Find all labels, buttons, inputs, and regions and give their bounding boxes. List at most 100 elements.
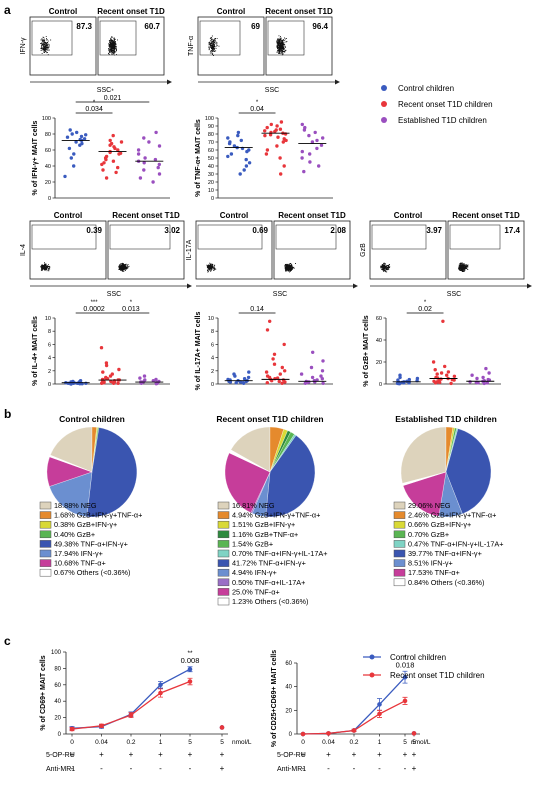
dotplot-point xyxy=(315,378,319,382)
line-point xyxy=(300,731,306,737)
dotplot-y-tick-label: 40 xyxy=(208,164,214,170)
dotplot-point xyxy=(65,135,70,139)
facs-col-title-recent: Recent onset T1D xyxy=(97,7,165,16)
dotplot-y-tick-label: 70 xyxy=(208,140,214,146)
facs-gate xyxy=(31,224,97,250)
pie-legend-swatch xyxy=(393,549,406,558)
dotplot-y-tick-label: 10 xyxy=(208,316,214,322)
panel-label-a: a xyxy=(4,3,11,17)
facs-pct-control: 87.3 xyxy=(76,22,92,31)
facs-events xyxy=(276,35,288,56)
facs-events xyxy=(108,35,118,56)
dotplot-point xyxy=(104,361,109,365)
facs-events xyxy=(208,35,220,56)
dotplot-point xyxy=(270,379,274,383)
facs-col-title-recent: Recent onset T1D xyxy=(265,7,333,16)
dotplot-y-tick-label: 10 xyxy=(45,316,51,322)
facs-pct-recent: 96.4 xyxy=(312,22,328,31)
line-ylabel: % of CD25+CD69+ MAIT cells xyxy=(271,650,278,747)
dotplot-point xyxy=(435,372,439,376)
treatment-row-label-5op: 5-OP-RU xyxy=(46,752,75,759)
pie-legend-swatch xyxy=(217,568,230,577)
facs-gate xyxy=(199,20,241,56)
line-y-tick-label: 0 xyxy=(289,732,293,738)
dotplot-point xyxy=(283,369,287,373)
dotplot-y-tick-label: 80 xyxy=(45,132,51,138)
facs-xlabel: SSC xyxy=(273,291,287,298)
facs-row-5: Control Recent onset T1D GzB 3.97 17.4 SSC xyxy=(360,211,532,298)
dotplot-point xyxy=(232,144,237,148)
facs-gate xyxy=(31,20,73,56)
legend-c: Control children Recent onset T1D childr… xyxy=(363,653,485,680)
dotplot-ylabel: % of GzB+ MAIT cells xyxy=(363,315,370,386)
dotplot-point xyxy=(117,152,121,156)
dotplot-point xyxy=(279,120,284,124)
pie-legend-label: 16.81% NEG xyxy=(232,501,275,510)
facs-pct-recent: 3.02 xyxy=(164,226,180,235)
pie-legend-swatch xyxy=(393,520,406,529)
pie-legend-swatch xyxy=(217,588,230,596)
dotplot-point xyxy=(284,138,288,143)
facs-ssc-arrowhead xyxy=(527,283,532,289)
dotplot-point xyxy=(117,367,121,372)
dotplot-point xyxy=(282,164,286,168)
pie-legend-swatch xyxy=(39,520,52,529)
line-chart-1: 0 20 40 60 80 100 % of CD69+ MAIT cells 0 0.04 0.… xyxy=(40,650,252,773)
dotplot-point xyxy=(157,144,162,148)
dotplot-point xyxy=(481,375,485,380)
dotplot-point xyxy=(310,140,315,144)
facs-col-title-control: Control xyxy=(49,7,77,16)
dotplot-point xyxy=(321,359,325,363)
pie-legend-label: 1.51% GzB+IFN-γ+ xyxy=(232,520,295,529)
line-x-tick-label: 0.2 xyxy=(126,739,135,746)
legend-c-label-recent: Recent onset T1D children xyxy=(390,671,485,680)
dotplot-point xyxy=(247,161,252,165)
dotplot-point xyxy=(116,381,120,385)
dotplot-point xyxy=(154,130,158,135)
treatment-mark: + xyxy=(129,750,134,759)
dotplot-y-tick-label: 20 xyxy=(376,360,382,366)
legend-a-marker-control xyxy=(381,85,387,91)
pie-legend-swatch xyxy=(39,549,52,558)
facs-xlabel: SSC xyxy=(107,291,121,298)
sig-pvalue: 0.0002 xyxy=(83,306,105,313)
sig-pvalue: 0.034 xyxy=(85,106,103,113)
dotplot-point xyxy=(309,365,314,370)
facs-col-title-control: Control xyxy=(394,211,422,220)
dotplot-point xyxy=(142,161,146,165)
line-point xyxy=(351,728,357,733)
line-point xyxy=(402,674,408,680)
dotplot-point xyxy=(277,379,281,384)
dotplot-point xyxy=(475,376,479,381)
line-x-tick-label: 0 xyxy=(70,739,74,746)
treatment-mark: + xyxy=(377,750,382,759)
facs-col-title-recent: Recent onset T1D xyxy=(278,211,346,220)
facs-events xyxy=(118,262,130,272)
pie-legend-swatch xyxy=(217,597,230,606)
dotplot-point xyxy=(246,375,251,380)
facs-events xyxy=(40,35,52,56)
dotplot-y-tick-label: 8 xyxy=(48,329,51,335)
line-point xyxy=(158,682,163,688)
treatment-mark: + xyxy=(188,750,193,759)
dotplot-point xyxy=(142,136,146,140)
facs-gate xyxy=(197,224,263,250)
pie-legend-label: 4.94% GzB+IFN-γ+TNF-α+ xyxy=(232,511,320,520)
panel-label-c: c xyxy=(4,634,11,648)
dotplot-point xyxy=(111,159,116,163)
dotplot-point xyxy=(263,129,267,133)
pie-legend-swatch xyxy=(217,530,230,539)
pie-legend-label: 25.0% TNF-α+ xyxy=(232,587,280,596)
pie-slice xyxy=(445,428,492,515)
dotplot-point xyxy=(108,138,112,143)
dotplot-point xyxy=(445,373,449,377)
treatment-mark: - xyxy=(71,764,74,773)
dotplot-point xyxy=(78,143,82,147)
treatment-mark: + xyxy=(158,750,163,759)
dotplot-point xyxy=(264,152,269,156)
facs-events xyxy=(380,262,391,273)
dotplot-point xyxy=(272,362,277,366)
dotplot-5: 0 20 40 60 % of GzB+ MAIT cells 0.02* xyxy=(363,300,501,388)
dotplot-point xyxy=(321,136,325,140)
dotplot-4: 0 2 4 6 8 10 % of IL-17A+ MAIT cells 0.14 xyxy=(195,306,333,390)
